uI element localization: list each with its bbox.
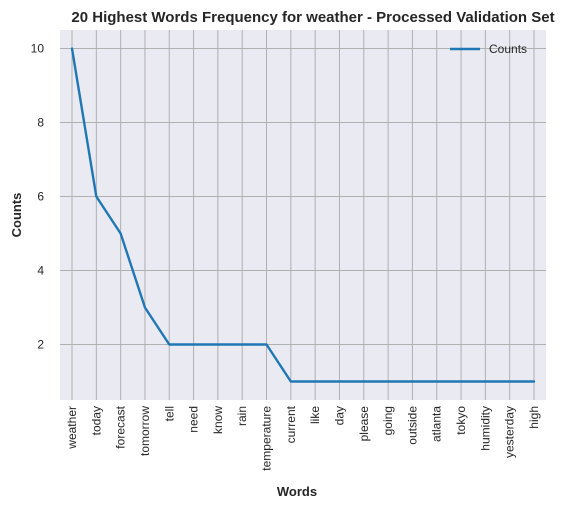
y-tick-label: 4	[37, 264, 44, 278]
series-layer	[70, 47, 536, 383]
grid	[60, 30, 546, 400]
y-tick-labels: 2 4 6 8 10	[31, 42, 45, 352]
chart-title: 20 Highest Words Frequency for weather -…	[71, 9, 554, 26]
x-tick-label: high	[527, 406, 541, 429]
x-tick-label: need	[187, 406, 201, 433]
legend: Counts	[450, 42, 527, 56]
x-tick-label: going	[381, 406, 395, 435]
x-tick-labels: weather today forecast tomorrow tell need know…	[65, 405, 541, 470]
x-tick-label: like	[308, 406, 322, 424]
plot-area	[60, 30, 546, 400]
x-tick-label: tomorrow	[138, 406, 152, 456]
y-tick-label: 6	[37, 190, 44, 204]
x-tick-label: temperature	[260, 406, 274, 471]
x-tick-label: outside	[405, 406, 419, 445]
x-tick-label: rain	[235, 406, 249, 426]
x-axis-label: Words	[277, 484, 317, 499]
y-axis-label: Counts	[9, 193, 24, 238]
y-tick-label: 2	[37, 338, 44, 352]
x-tick-label: forecast	[114, 405, 128, 448]
legend-label-counts: Counts	[489, 42, 527, 56]
x-tick-label: please	[357, 406, 371, 442]
x-tick-label: yesterday	[503, 406, 517, 458]
x-tick-label: today	[89, 406, 103, 435]
x-tick-label: tell	[162, 406, 176, 421]
x-tick-label: day	[332, 406, 346, 425]
x-tick-label: weather	[65, 406, 79, 450]
series-line-counts	[70, 47, 536, 383]
x-tick-label: current	[284, 405, 298, 443]
x-tick-label: tokyo	[454, 406, 468, 435]
y-tick-label: 8	[37, 116, 44, 130]
x-tick-label: humidity	[478, 406, 492, 451]
x-tick-label: know	[211, 406, 225, 434]
x-tick-label: atlanta	[430, 406, 444, 442]
y-tick-label: 10	[31, 42, 45, 56]
